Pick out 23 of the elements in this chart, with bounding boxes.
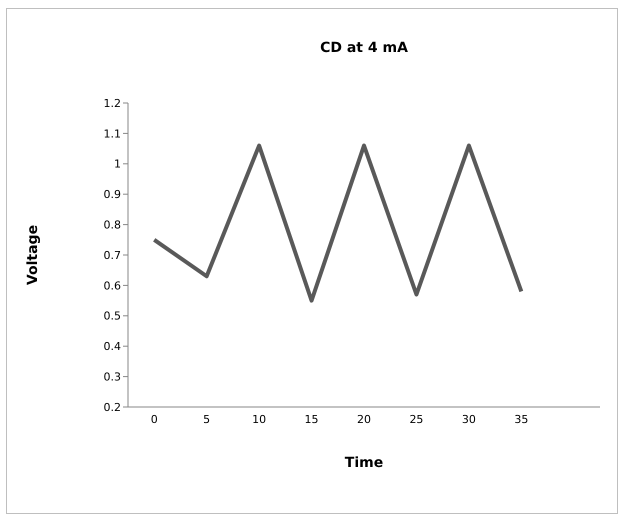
y-tick-label: 0.7 (104, 248, 121, 262)
x-tick-label: 5 (203, 412, 210, 426)
x-tick-label: 20 (357, 412, 371, 426)
x-tick-label: 0 (150, 412, 158, 426)
x-tick-label: 10 (252, 412, 266, 426)
chart-title: CD at 4 mA (319, 40, 409, 56)
y-axis-title: Voltage (24, 224, 41, 286)
x-axis-title: Time (344, 455, 384, 471)
x-tick-label: 25 (409, 412, 424, 426)
y-tick-label: 1.2 (104, 96, 121, 110)
y-tick-label: 1 (114, 158, 121, 171)
y-tick-label: 0.2 (104, 400, 121, 414)
line-series (152, 144, 524, 303)
y-tick-label: 0.5 (104, 310, 121, 323)
y-tick-label: 0.4 (104, 340, 121, 354)
x-tick-label: 30 (462, 412, 476, 426)
y-tick-label: 0.8 (104, 218, 121, 232)
x-tick-label: 15 (304, 412, 319, 426)
y-tick-label: 0.3 (104, 370, 121, 384)
x-tick-label: 35 (514, 412, 528, 426)
y-tick-label: 1.1 (104, 127, 121, 140)
y-tick-label: 0.9 (104, 188, 121, 202)
y-tick-label: 0.6 (104, 279, 121, 292)
